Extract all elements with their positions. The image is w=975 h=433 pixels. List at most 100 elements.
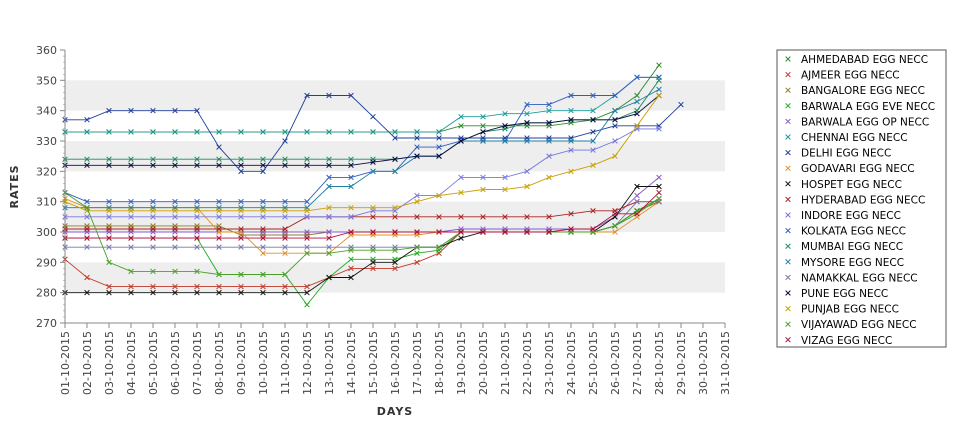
data-point-marker — [216, 198, 222, 205]
data-point-marker — [150, 244, 156, 250]
data-point-marker — [106, 107, 112, 114]
data-point-marker — [568, 211, 574, 217]
data-point-marker — [194, 289, 200, 296]
data-point-marker — [370, 229, 376, 235]
data-point-marker — [326, 156, 332, 162]
y-tick-label: 280 — [36, 287, 57, 300]
legend-marker — [785, 149, 791, 156]
data-point-marker — [348, 274, 354, 281]
data-point-marker — [216, 144, 222, 150]
data-point-marker — [172, 244, 178, 250]
data-point-marker — [414, 229, 420, 235]
data-point-marker — [634, 74, 640, 81]
data-point-marker — [392, 168, 398, 175]
legend-label: VIJAYAWAD EGG NECC — [801, 319, 917, 331]
data-point-marker — [634, 123, 640, 129]
data-point-marker — [414, 259, 420, 266]
data-point-marker — [326, 92, 332, 99]
x-tick-label: 12-10-2015 — [301, 331, 314, 395]
data-point-marker — [524, 214, 530, 220]
data-point-marker — [282, 283, 288, 290]
data-point-marker — [282, 214, 288, 220]
data-point-marker — [612, 123, 618, 129]
data-point-marker — [392, 229, 398, 235]
data-point-marker — [436, 214, 442, 220]
data-point-marker — [106, 208, 112, 214]
data-point-marker — [84, 214, 90, 220]
x-tick-label: 17-10-2015 — [411, 331, 424, 395]
data-point-marker — [282, 235, 288, 241]
data-point-marker — [546, 229, 552, 235]
data-point-marker — [458, 113, 464, 120]
x-tick-label: 09-10-2015 — [235, 331, 248, 395]
y-tick-label: 350 — [36, 74, 57, 87]
data-point-marker — [348, 265, 354, 272]
data-point-marker — [106, 259, 112, 266]
y-tick-label: 300 — [36, 226, 57, 239]
data-point-marker — [172, 235, 178, 241]
data-point-marker — [260, 235, 266, 241]
data-point-marker — [546, 101, 552, 108]
data-point-marker — [172, 283, 178, 290]
data-point-marker — [128, 107, 134, 114]
x-tick-label: 24-10-2015 — [565, 331, 578, 395]
x-tick-label: 10-10-2015 — [257, 331, 270, 395]
data-point-marker — [194, 268, 200, 275]
data-point-marker — [590, 147, 596, 153]
series-line — [65, 76, 659, 133]
data-point-marker — [392, 247, 398, 253]
legend-marker — [785, 321, 791, 327]
data-point-marker — [282, 271, 288, 278]
data-point-marker — [436, 135, 442, 141]
data-point-marker — [480, 129, 486, 135]
data-point-marker — [392, 214, 398, 220]
data-point-marker — [370, 159, 376, 165]
data-point-marker — [216, 129, 222, 135]
data-point-marker — [260, 283, 266, 290]
data-point-marker — [656, 189, 662, 196]
data-point-marker — [106, 162, 112, 169]
data-point-marker — [128, 129, 134, 135]
data-point-marker — [414, 244, 420, 250]
legend-label: KOLKATA EGG NECC — [801, 226, 906, 238]
legend-label: AJMEER EGG NECC — [801, 70, 900, 82]
data-point-marker — [568, 117, 574, 123]
data-point-marker — [238, 156, 244, 162]
data-point-marker — [524, 183, 530, 190]
data-point-marker — [348, 183, 354, 190]
data-point-marker — [238, 235, 244, 241]
data-point-marker — [524, 229, 530, 235]
data-point-marker — [216, 244, 222, 250]
data-point-marker — [260, 162, 266, 169]
data-point-marker — [546, 214, 552, 220]
data-point-marker — [106, 244, 112, 250]
legend-label: MUMBAI EGG NECC — [801, 241, 903, 253]
x-tick-label: 01-10-2015 — [59, 331, 72, 395]
data-point-marker — [150, 162, 156, 169]
data-point-marker — [128, 226, 134, 232]
data-point-marker — [106, 289, 112, 296]
x-tick-label: 18-10-2015 — [433, 331, 446, 395]
data-point-marker — [282, 138, 288, 144]
x-tick-label: 26-10-2015 — [609, 331, 622, 395]
data-point-marker — [634, 211, 640, 217]
data-point-marker — [172, 208, 178, 214]
data-point-marker — [194, 235, 200, 241]
data-point-marker — [656, 183, 662, 190]
data-point-marker — [370, 113, 376, 120]
series-line — [65, 128, 659, 218]
data-point-marker — [414, 144, 420, 150]
data-point-marker — [150, 283, 156, 290]
data-point-marker — [546, 174, 552, 181]
data-point-marker — [348, 247, 354, 253]
legend-marker — [785, 337, 791, 343]
data-point-marker — [546, 153, 552, 159]
data-point-marker — [326, 162, 332, 169]
data-point-marker — [172, 289, 178, 296]
x-tick-label: 04-10-2015 — [125, 331, 138, 395]
legend-marker — [785, 243, 791, 249]
legend-marker — [785, 71, 791, 78]
data-point-marker — [216, 162, 222, 169]
x-tick-label: 25-10-2015 — [587, 331, 600, 395]
data-point-marker — [128, 289, 134, 296]
